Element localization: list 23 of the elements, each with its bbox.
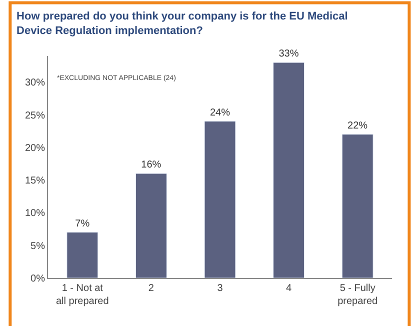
- y-tick-label: 15%: [24, 176, 46, 187]
- bar: [204, 121, 236, 278]
- y-tick-label: 5%: [30, 240, 46, 252]
- x-tick-label: 3: [217, 283, 224, 294]
- y-tick-label: 20%: [24, 142, 46, 154]
- y-tick-label: 0%: [30, 274, 46, 284]
- x-tick-label: 5 - Fully prepared: [338, 283, 378, 307]
- x-tick-label: 2: [148, 283, 154, 294]
- data-label: 16%: [141, 160, 162, 171]
- bar: [273, 62, 305, 278]
- y-tick-label: 10%: [24, 208, 46, 220]
- data-label: 22%: [348, 120, 368, 132]
- chart-title: How prepared do you think your company is for the EU Medical Device Regulation implementation?: [16, 10, 348, 37]
- data-label: 24%: [210, 107, 230, 118]
- y-tick-label: 25%: [24, 110, 46, 122]
- bar: [66, 232, 98, 278]
- x-tick-label: 4: [286, 283, 292, 294]
- x-tick-label: 1 - Not at all prepared: [56, 283, 109, 307]
- data-label: 7%: [75, 218, 90, 230]
- y-tick-label: 30%: [24, 78, 46, 89]
- data-label: 33%: [278, 48, 299, 60]
- bar: [135, 173, 167, 278]
- bar: [342, 134, 374, 278]
